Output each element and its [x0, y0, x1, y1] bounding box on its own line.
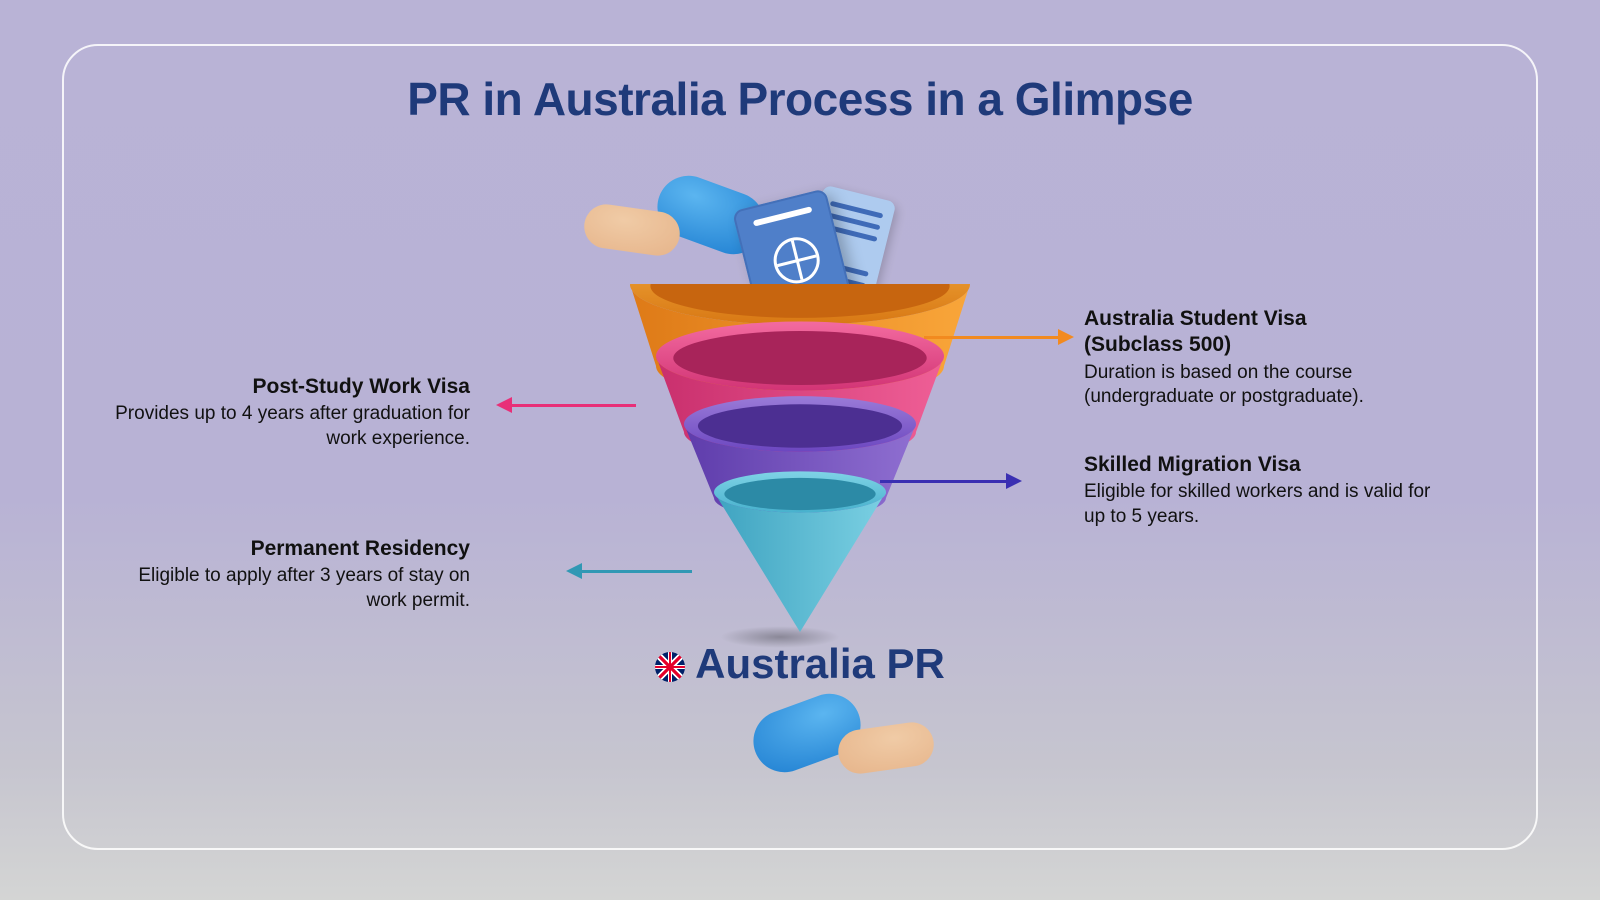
callout-desc: Duration is based on the course (undergr… — [1084, 361, 1454, 410]
australia-flag-icon — [655, 652, 685, 682]
callout-desc: Eligible for skilled workers and is vali… — [1084, 480, 1454, 529]
callout-3: Permanent ResidencyEligible to apply aft… — [100, 536, 470, 614]
callout-desc: Eligible to apply after 3 years of stay … — [100, 564, 470, 613]
callout-2: Skilled Migration VisaEligible for skill… — [1084, 452, 1454, 530]
callout-1: Post-Study Work VisaProvides up to 4 yea… — [100, 374, 470, 452]
hand-bottom-icon — [772, 692, 962, 782]
callout-title: Skilled Migration Visa — [1084, 452, 1454, 478]
hand-top-icon — [556, 174, 746, 264]
callout-0: Australia Student Visa(Subclass 500)Dura… — [1084, 306, 1454, 410]
callout-desc: Provides up to 4 years after graduation … — [100, 402, 470, 451]
callout-title: Australia Student Visa(Subclass 500) — [1084, 306, 1454, 359]
infographic-canvas: PR in Australia Process in a Glimpse Aus… — [0, 0, 1600, 900]
bottom-label: Australia PR — [0, 640, 1600, 688]
callout-title: Post-Study Work Visa — [100, 374, 470, 400]
callout-title: Permanent Residency — [100, 536, 470, 562]
page-title: PR in Australia Process in a Glimpse — [0, 72, 1600, 126]
